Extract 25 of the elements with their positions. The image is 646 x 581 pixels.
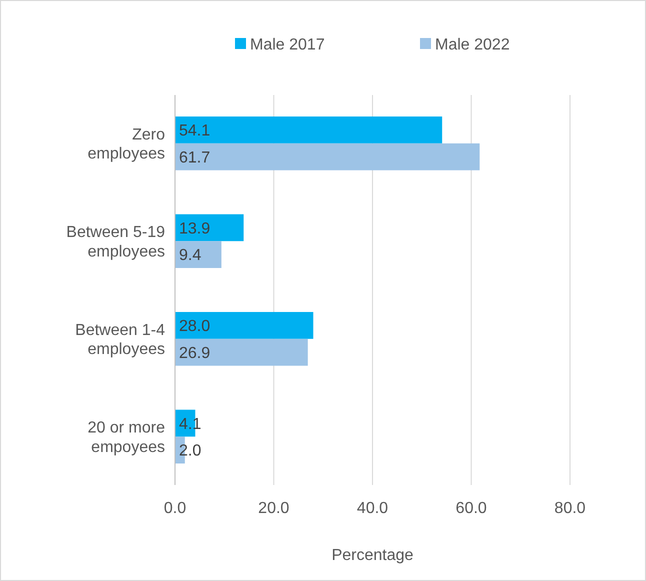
bar: [175, 312, 314, 339]
data-label: 13.9: [179, 220, 210, 238]
x-tick-label: 0.0: [164, 500, 186, 517]
bar: [175, 116, 442, 144]
x-tick-label: 20.0: [258, 500, 290, 517]
legend-label: Male 2017: [250, 36, 325, 54]
bar: [175, 214, 244, 242]
bar: [175, 241, 222, 268]
y-tick-label: Between 5-19 employees: [66, 224, 166, 260]
x-tick-label: 80.0: [554, 500, 586, 517]
data-label: 26.9: [179, 344, 210, 362]
y-tick-label: 20 or more empoyees: [88, 420, 166, 456]
legend-label: Male 2022: [435, 36, 510, 54]
x-tick-label: 40.0: [356, 500, 388, 517]
y-tick-label: Zero employees: [88, 126, 166, 163]
y-tick-label: Between 1-4 employees: [75, 322, 166, 358]
bar: [175, 143, 480, 170]
data-label: 2.0: [179, 442, 202, 460]
data-label: 61.7: [179, 149, 210, 166]
x-tick-label: 60.0: [456, 500, 487, 517]
x-axis-title: Percentage: [332, 547, 414, 564]
data-label: 54.1: [179, 122, 210, 140]
data-label: 9.4: [179, 247, 202, 264]
bar: [175, 338, 308, 366]
data-label: 28.0: [179, 318, 210, 336]
